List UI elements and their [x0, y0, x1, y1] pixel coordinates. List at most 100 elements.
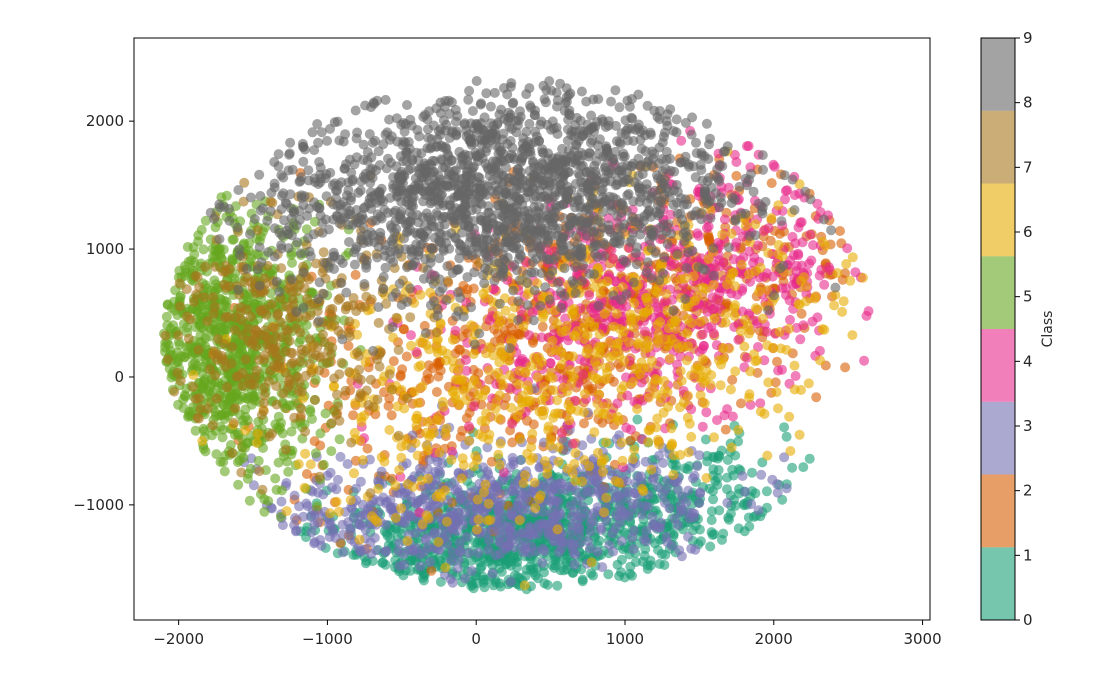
- data-point: [708, 494, 719, 505]
- data-point: [570, 448, 581, 458]
- data-point: [779, 452, 790, 463]
- data-point: [431, 415, 442, 426]
- data-point: [401, 351, 412, 362]
- data-point: [653, 481, 664, 492]
- data-point: [653, 328, 664, 339]
- data-point: [538, 381, 549, 392]
- data-point: [380, 519, 391, 530]
- data-point: [640, 456, 651, 467]
- data-point: [491, 396, 502, 407]
- data-point: [622, 390, 633, 401]
- data-point: [514, 515, 525, 526]
- data-point: [772, 356, 782, 367]
- data-point: [829, 300, 840, 311]
- data-point: [438, 402, 449, 412]
- data-point: [327, 524, 338, 535]
- data-point: [616, 505, 627, 516]
- data-point: [325, 508, 336, 519]
- data-point: [250, 395, 261, 406]
- data-point: [473, 389, 484, 400]
- data-point: [300, 448, 311, 459]
- data-point: [795, 334, 806, 345]
- data-point: [750, 303, 761, 314]
- data-point: [553, 456, 564, 467]
- data-point: [796, 308, 807, 319]
- data-point: [517, 540, 527, 551]
- data-point: [642, 336, 653, 347]
- data-point: [529, 477, 540, 488]
- data-point: [718, 354, 729, 365]
- data-point: [473, 514, 484, 525]
- data-point: [392, 401, 403, 412]
- data-point: [566, 526, 577, 537]
- data-point: [395, 371, 406, 382]
- data-point: [750, 219, 761, 230]
- data-point: [667, 438, 678, 449]
- data-point: [320, 408, 331, 419]
- data-point: [629, 444, 640, 455]
- data-point: [838, 296, 849, 307]
- data-point: [505, 510, 516, 521]
- data-point: [530, 503, 541, 513]
- data-point: [676, 551, 687, 562]
- data-point: [702, 456, 713, 467]
- data-point: [616, 437, 627, 448]
- data-point: [592, 546, 603, 557]
- data-point: [617, 455, 628, 466]
- data-point: [582, 329, 593, 340]
- data-point: [455, 431, 466, 442]
- data-point: [334, 506, 344, 517]
- data-point: [314, 471, 325, 482]
- data-point: [595, 522, 606, 533]
- data-point: [592, 360, 602, 371]
- data-point: [578, 502, 588, 512]
- data-point: [683, 390, 694, 401]
- data-point: [648, 519, 659, 530]
- data-point: [240, 425, 251, 436]
- data-point: [440, 562, 451, 573]
- data-point: [390, 512, 401, 523]
- data-point: [432, 357, 443, 368]
- data-point: [406, 330, 416, 341]
- data-point: [423, 542, 434, 553]
- data-point: [507, 418, 518, 429]
- data-point: [336, 357, 347, 368]
- scatter-points: [159, 76, 874, 595]
- data-point: [720, 308, 731, 319]
- data-point: [586, 557, 597, 568]
- data-point: [684, 513, 695, 524]
- data-point: [805, 229, 816, 240]
- data-point: [357, 455, 368, 466]
- data-point: [602, 276, 613, 287]
- data-point: [759, 355, 770, 366]
- data-point: [562, 564, 573, 575]
- data-point: [568, 547, 579, 558]
- data-point: [215, 457, 226, 467]
- data-point: [455, 546, 466, 556]
- data-point: [603, 569, 614, 580]
- data-point: [329, 373, 340, 384]
- data-point: [219, 466, 230, 477]
- data-point: [594, 341, 604, 352]
- data-point: [798, 462, 809, 473]
- data-point: [383, 400, 394, 411]
- data-point: [686, 404, 697, 415]
- data-point: [238, 391, 248, 402]
- data-point: [695, 536, 706, 547]
- data-point: [785, 314, 795, 325]
- data-point: [579, 418, 589, 429]
- data-point: [708, 464, 719, 475]
- data-point: [508, 459, 519, 470]
- data-point: [686, 318, 697, 329]
- data-point: [463, 548, 474, 558]
- data-point: [413, 497, 424, 508]
- data-point: [525, 455, 536, 466]
- data-point: [552, 395, 563, 406]
- data-point: [613, 415, 624, 426]
- data-point: [190, 425, 201, 436]
- data-point: [345, 525, 356, 536]
- data-point: [415, 337, 426, 348]
- data-point: [318, 247, 329, 258]
- data-point: [632, 414, 643, 425]
